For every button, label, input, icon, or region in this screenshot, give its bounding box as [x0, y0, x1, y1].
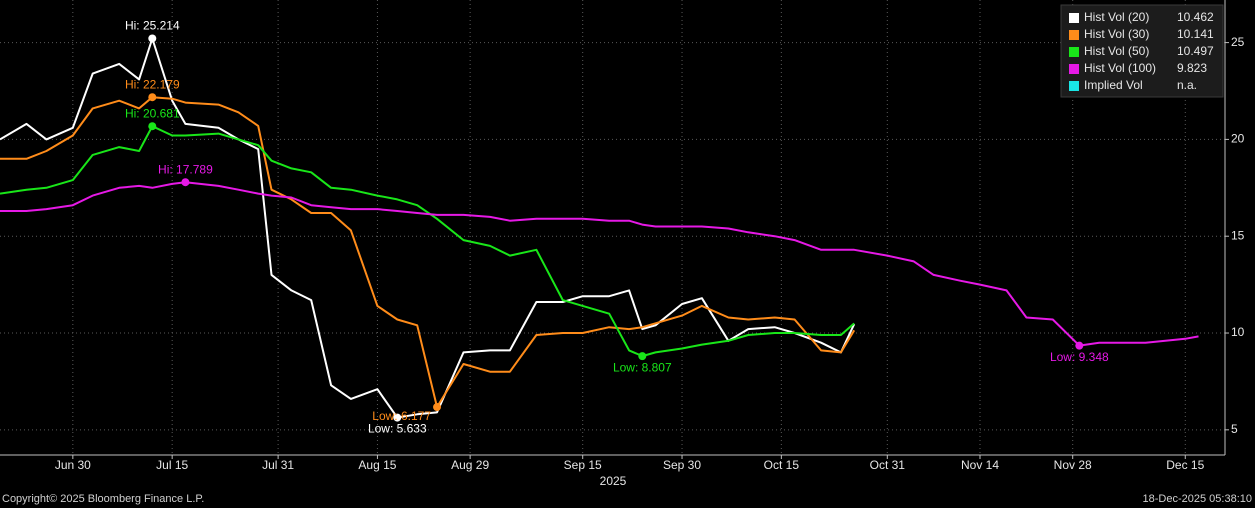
y-tick-label: 15 — [1231, 228, 1245, 242]
extreme-marker — [393, 413, 402, 422]
extreme-label: Hi: 22.179 — [125, 77, 180, 91]
series-line — [0, 96, 856, 408]
legend-label: Hist Vol (30) — [1084, 27, 1149, 41]
x-tick-label: Aug 29 — [451, 458, 489, 472]
series-line — [0, 125, 855, 358]
extreme-marker — [181, 178, 190, 187]
x-tick-label: Dec 15 — [1166, 458, 1204, 472]
grid — [0, 0, 1225, 455]
extreme-label: Hi: 25.214 — [125, 19, 180, 33]
extreme-label: Hi: 20.681 — [125, 106, 180, 120]
extreme-label: Low: 6.177 — [372, 409, 431, 423]
legend-label: Hist Vol (100) — [1084, 61, 1156, 75]
y-tick-label: 5 — [1231, 422, 1238, 436]
plot-lines — [0, 37, 1199, 419]
extreme-label: Low: 9.348 — [1050, 350, 1109, 364]
extreme-label: Hi: 17.789 — [158, 162, 213, 176]
extreme-marker — [148, 122, 157, 131]
legend-label: Implied Vol — [1084, 78, 1143, 92]
x-axis-label: 2025 — [600, 474, 627, 488]
series-line — [0, 37, 856, 419]
extreme-label: Low: 5.633 — [368, 422, 427, 436]
legend-value: 10.497 — [1177, 44, 1214, 58]
legend-value: 10.462 — [1177, 10, 1214, 24]
x-tick-label: Jul 31 — [262, 458, 294, 472]
x-tick-label: Aug 15 — [358, 458, 396, 472]
legend-value: n.a. — [1177, 78, 1197, 92]
legend-value: 9.823 — [1177, 61, 1207, 75]
extreme-label: Low: 8.807 — [613, 360, 672, 374]
x-tick-label: Nov 28 — [1054, 458, 1092, 472]
copyright: Copyright© 2025 Bloomberg Finance L.P. — [2, 493, 204, 505]
extreme-marker — [148, 93, 157, 102]
legend-box — [1060, 4, 1224, 98]
x-tick-label: Jun 30 — [55, 458, 91, 472]
legend-swatch — [1069, 81, 1079, 91]
y-tick-label: 10 — [1231, 325, 1245, 339]
legend-swatch — [1069, 13, 1079, 23]
legend: Hist Vol (20) 10.462 Hist Vol (30) 10.141 Hi… — [1060, 4, 1224, 98]
x-tick-label: Oct 31 — [870, 458, 906, 472]
extreme-marker — [148, 34, 157, 43]
x-tick-label: Sep 30 — [663, 458, 701, 472]
legend-value: 10.141 — [1177, 27, 1214, 41]
x-tick-label: Sep 15 — [564, 458, 602, 472]
series-line — [0, 181, 1199, 347]
extreme-marker — [433, 403, 442, 412]
x-tick-label: Jul 15 — [156, 458, 188, 472]
x-tick-label: Oct 15 — [764, 458, 800, 472]
y-tick-label: 25 — [1231, 35, 1245, 49]
legend-swatch — [1069, 47, 1079, 57]
extreme-marker — [638, 352, 647, 361]
y-tick-label: 20 — [1231, 132, 1245, 146]
legend-label: Hist Vol (20) — [1084, 10, 1149, 24]
legend-swatch — [1069, 30, 1079, 40]
legend-label: Hist Vol (50) — [1084, 44, 1149, 58]
legend-swatch — [1069, 64, 1079, 74]
axes: 5 10 15 20 25 Jun 30 Jul 15 Jul 31 Aug 15 Aug 29 S… — [55, 35, 1245, 472]
x-tick-label: Nov 14 — [961, 458, 999, 472]
extreme-marker — [1075, 341, 1084, 350]
annotations: Hi: 25.214 Low: 5.633 Hi: 22.179 Low: 6.177… — [125, 19, 1109, 436]
timestamp: 18-Dec-2025 05:38:10 — [1143, 493, 1252, 505]
